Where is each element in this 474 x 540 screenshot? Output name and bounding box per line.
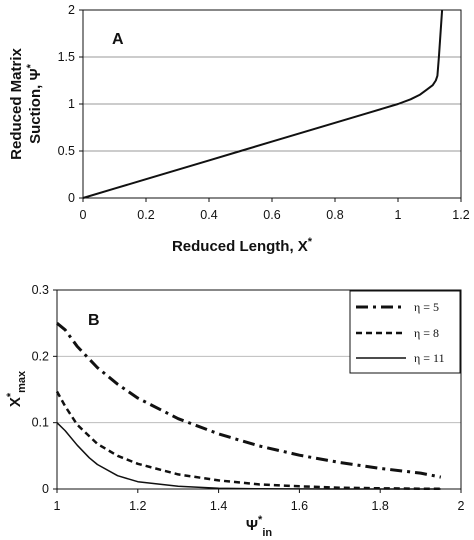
- chart-a-gridlines: [83, 56, 461, 152]
- chart-b-x-tick-label: 1.8: [372, 499, 389, 513]
- chart-a-y-axis-title-line2-sup: *: [25, 63, 37, 68]
- chart-b-x-axis-title-sup: *: [258, 514, 263, 526]
- chart-b-x-tick-label: 1.2: [129, 499, 146, 513]
- chart-b-legend: η = 5 η = 8 η = 11: [349, 290, 461, 374]
- chart-a-x-tick-label: 1: [395, 208, 402, 222]
- chart-a-x-axis-title: Reduced Length, X*: [172, 236, 313, 255]
- chart-a-y-tick-label: 2: [68, 3, 75, 17]
- chart-b-y-ticks: 0 0.1 0.2 0.3: [32, 283, 57, 496]
- chart-b-y-tick-label: 0.1: [32, 416, 49, 430]
- legend-label-eta-5: η = 5: [414, 300, 439, 314]
- chart-b-x-tick-label: 2: [458, 499, 465, 513]
- chart-b-x-tick-label: 1.6: [291, 499, 308, 513]
- chart-b-x-axis-title: Ψ*in: [246, 514, 272, 539]
- chart-a-x-axis-title-sup: *: [308, 236, 313, 248]
- chart-a-x-tick-label: 0: [80, 208, 87, 222]
- chart-a-y-ticks: 0 0.5 1 1.5 2: [58, 3, 83, 205]
- chart-a-y-tick-label: 0: [68, 191, 75, 205]
- chart-a-x-tick-label: 0.4: [200, 208, 217, 222]
- chart-b-series-line-1: [55, 390, 441, 491]
- chart-a-y-tick-label: 1.5: [58, 50, 75, 64]
- chart-a-series-line-0: [82, 9, 444, 199]
- chart-b-y-axis-title-sub: max: [16, 370, 28, 393]
- chart-a-panel-letter: A: [112, 31, 124, 48]
- chart-b-y-axis-title: X*max: [5, 370, 28, 407]
- chart-a: 0 0.5 1 1.5 2 0 0.2 0.4 0.6 0.8 1 1.2 A Reduced Le…: [8, 3, 470, 255]
- chart-a-y-tick-label: 1: [68, 97, 75, 111]
- chart-b-x-ticks: 1 1.2 1.4 1.6 1.8 2: [54, 489, 465, 513]
- chart-a-y-axis-title-line2: Suction, Ψ*: [25, 63, 44, 143]
- chart-b-series-line-2: [56, 422, 441, 490]
- chart-b-x-axis-title-sub: in: [262, 527, 272, 539]
- chart-a-y-axis-title-line2-main: Suction, Ψ: [27, 68, 44, 143]
- chart-b: 0 0.1 0.2 0.3 1 1.2 1.4 1.6 1.8 2 B η = 5 η = 8 …: [5, 283, 465, 539]
- chart-a-y-tick-label: 0.5: [58, 144, 75, 158]
- chart-b-x-tick-label: 1: [54, 499, 61, 513]
- chart-b-y-tick-label: 0: [42, 482, 49, 496]
- chart-b-panel-letter: B: [88, 312, 100, 329]
- chart-b-x-tick-label: 1.4: [210, 499, 227, 513]
- chart-a-x-axis-title-main: Reduced Length, X: [172, 238, 308, 255]
- chart-b-series-line-0: [56, 322, 442, 479]
- chart-b-series: [55, 322, 442, 491]
- chart-a-x-ticks: 0 0.2 0.4 0.6 0.8 1 1.2: [80, 198, 470, 222]
- chart-b-y-axis-title-main: X: [7, 397, 24, 407]
- chart-b-y-axis-title-sup: *: [5, 392, 17, 397]
- chart-a-x-tick-label: 0.2: [137, 208, 154, 222]
- legend-label-eta-8: η = 8: [414, 326, 439, 340]
- chart-a-series: [82, 9, 444, 199]
- chart-b-y-tick-label: 0.2: [32, 349, 49, 363]
- chart-a-x-tick-label: 0.8: [326, 208, 343, 222]
- legend-label-eta-11: η = 11: [414, 351, 445, 365]
- chart-b-y-tick-label: 0.3: [32, 283, 49, 297]
- chart-a-y-axis-title-line1: Reduced Matrix: [8, 47, 25, 159]
- chart-a-x-tick-label: 0.6: [263, 208, 280, 222]
- chart-b-x-axis-title-main: Ψ: [246, 517, 258, 534]
- chart-a-x-tick-label: 1.2: [452, 208, 469, 222]
